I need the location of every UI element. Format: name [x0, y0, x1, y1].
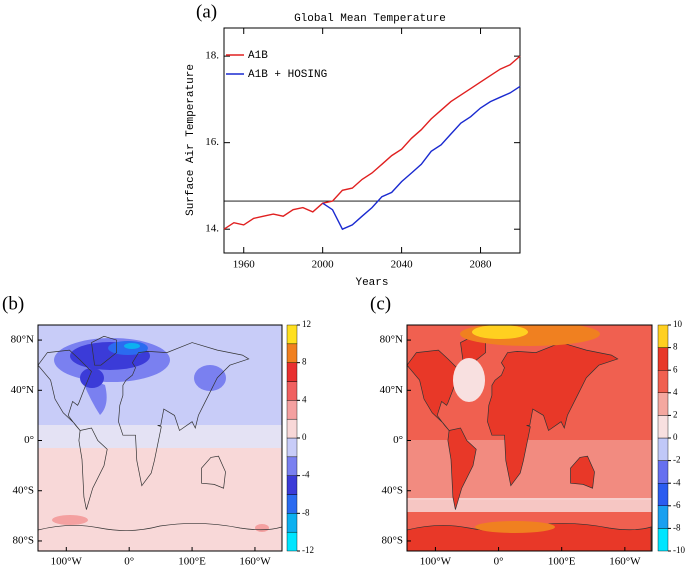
colorbar-segment	[286, 437, 298, 458]
colorbar-tick-label: 0	[302, 432, 307, 442]
colorbar-segment	[657, 324, 669, 348]
x-axis-label: Years	[355, 277, 388, 289]
colorbar-segment	[286, 475, 298, 495]
chart-title: Global Mean Temperature	[294, 13, 446, 25]
colorbar-segment	[657, 392, 669, 416]
colorbar-segment	[286, 324, 298, 345]
y-tick-label: 18.	[205, 50, 219, 62]
legend-label: A1B + HOSING	[248, 69, 327, 81]
colorbar-tick-label: 6	[673, 364, 678, 374]
colorbar-tick-label: -8	[673, 522, 681, 532]
colorbar-segment	[286, 494, 298, 514]
colorbar-segment	[657, 528, 669, 552]
colorbar-segment	[657, 505, 669, 529]
colorbar-tick-label: 0	[673, 432, 678, 442]
map-field	[38, 325, 282, 551]
colorbar-tick-label: 12	[302, 319, 311, 329]
field-patch	[475, 521, 555, 533]
colorbar-tick-label: 2	[673, 409, 678, 419]
x-tick-label: 0°	[124, 556, 134, 567]
x-tick-label: 160°W	[609, 556, 641, 567]
panel-label: (a)	[196, 1, 217, 22]
y-tick-label: 16.	[205, 136, 219, 148]
field-patch	[407, 440, 652, 500]
y-tick-label: 80°S	[381, 534, 403, 546]
colorbar-segment	[657, 415, 669, 439]
field-patch	[255, 524, 269, 532]
x-tick-label: 100°E	[178, 556, 206, 567]
colorbar-tick-label: -6	[673, 500, 681, 510]
colorbar-segment	[286, 513, 298, 533]
colorbar-segment	[657, 437, 669, 461]
field-patch	[194, 365, 226, 391]
x-tick-label: 100°W	[420, 556, 452, 567]
y-tick-label: 80°S	[12, 534, 34, 546]
colorbar-tick-label: -12	[302, 545, 314, 555]
y-axis-label: Surface Air Temperature	[185, 64, 197, 216]
colorbar-segment	[286, 418, 298, 439]
colorbar-segment	[286, 456, 298, 476]
field-patch	[52, 515, 88, 525]
x-tick-label: 100°E	[548, 556, 576, 567]
x-tick-label: 1960	[233, 259, 256, 271]
plot-frame	[223, 27, 521, 254]
y-tick-label: 40°S	[12, 484, 34, 496]
colorbar-tick-label: -4	[673, 477, 681, 487]
x-tick-label: 2080	[470, 259, 493, 271]
map-frame	[37, 324, 283, 552]
y-tick-label: 40°S	[381, 484, 403, 496]
x-tick-label: 100°W	[51, 556, 83, 567]
colorbar-segment	[286, 400, 298, 420]
y-tick-label: 40°N	[11, 384, 34, 396]
field-patch	[80, 368, 104, 388]
panel-label: (c)	[370, 293, 391, 314]
colorbar-segment	[657, 370, 669, 394]
y-tick-label: 80°N	[380, 334, 403, 346]
field-patch	[453, 358, 485, 402]
y-tick-label: 14.	[205, 223, 219, 235]
y-tick-label: 0°	[24, 434, 34, 446]
colorbar-tick-label: 8	[673, 342, 678, 352]
map-field	[407, 325, 652, 551]
colorbar-tick-label: -4	[302, 470, 310, 480]
colorbar-tick-label: 4	[302, 394, 307, 404]
x-tick-label: 2000	[312, 259, 335, 271]
colorbar-segment	[286, 362, 298, 382]
colorbar-tick-label: -10	[673, 545, 685, 555]
field-patch	[124, 343, 140, 349]
x-tick-label: 160°W	[239, 556, 271, 567]
field-patch	[38, 448, 282, 551]
colorbar-segment	[286, 343, 298, 363]
map-frame	[406, 324, 653, 552]
field-patch	[407, 498, 652, 512]
colorbar-tick-label: 8	[302, 357, 307, 367]
colorbar-segment	[657, 347, 669, 371]
x-tick-label: 0°	[494, 556, 504, 567]
legend-label: A1B	[248, 50, 268, 62]
y-tick-label: 80°N	[11, 334, 34, 346]
panel-label: (b)	[2, 293, 24, 314]
colorbar-segment	[657, 483, 669, 507]
y-tick-label: 0°	[393, 434, 403, 446]
colorbar-segment	[286, 381, 298, 401]
colorbar-tick-label: 10	[673, 319, 683, 329]
colorbar-tick-label: 4	[673, 387, 678, 397]
colorbar-tick-label: -2	[673, 455, 681, 465]
y-tick-label: 40°N	[380, 384, 403, 396]
series-line	[223, 55, 521, 230]
series-line	[322, 85, 521, 231]
field-patch	[472, 325, 528, 339]
field-patch	[38, 425, 282, 448]
colorbar-segment	[286, 531, 298, 552]
colorbar-tick-label: -8	[302, 507, 310, 517]
colorbar-segment	[657, 460, 669, 484]
x-tick-label: 2040	[391, 259, 414, 271]
